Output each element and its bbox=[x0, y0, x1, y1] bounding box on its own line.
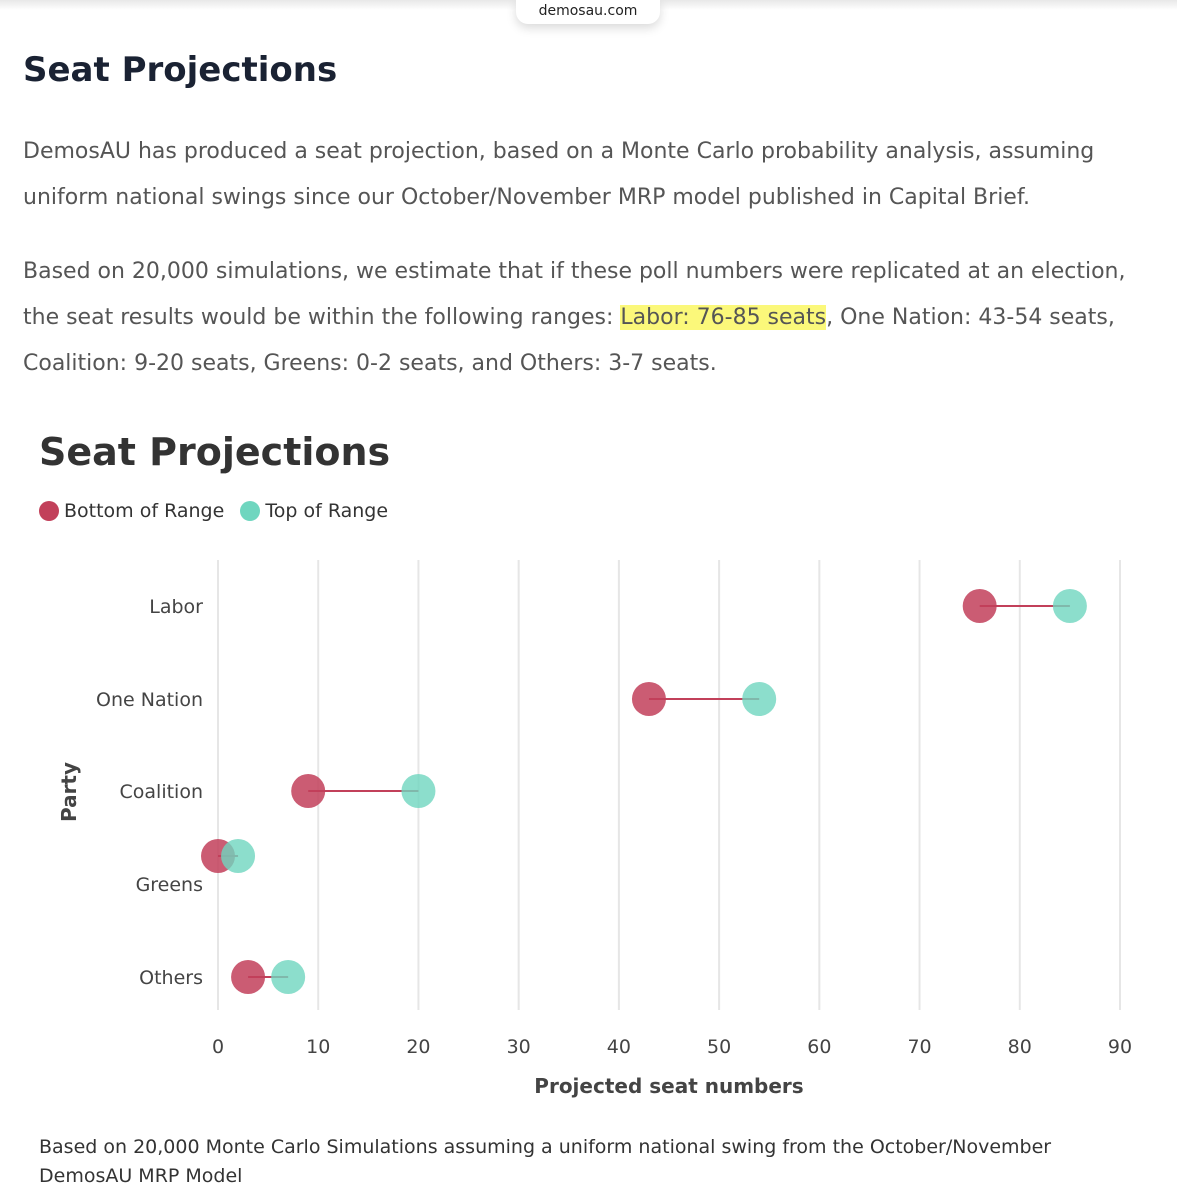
chart-caption: Based on 20,000 Monte Carlo Simulations … bbox=[39, 1136, 1052, 1187]
highlighted-text: Labor: 76-85 seats bbox=[620, 305, 827, 330]
paragraph-text: Based on 20,000 simulations, we estimate… bbox=[23, 259, 1126, 330]
x-tick-label: 0 bbox=[212, 1036, 224, 1058]
legend-item-top[interactable]: Top of Range bbox=[240, 500, 388, 522]
chart-title: Seat Projections bbox=[39, 430, 391, 474]
seat-projection-chart: 0 10 20 30 40 50 60 70 80 90 Labor One Nation Coalit… bbox=[57, 560, 1132, 1098]
x-tick-label: 70 bbox=[907, 1036, 931, 1058]
bottom-range-point bbox=[231, 960, 266, 994]
article-paragraph-2: Based on 20,000 simulations, we estimate… bbox=[23, 249, 1158, 387]
bottom-range-point bbox=[291, 774, 326, 808]
paragraph-text: , One Nation: 43-54 seats, Coalition: 9-… bbox=[23, 305, 1115, 376]
x-tick-label: 90 bbox=[1108, 1036, 1132, 1058]
top-range-point bbox=[221, 839, 256, 873]
x-tick-label: 50 bbox=[707, 1036, 731, 1058]
x-tick-label: 30 bbox=[507, 1036, 531, 1058]
x-tick-label: 40 bbox=[607, 1036, 631, 1058]
chart-legend: Bottom of Range Top of Range bbox=[39, 500, 398, 526]
top-range-point bbox=[742, 682, 777, 716]
y-tick-label: Greens bbox=[136, 874, 203, 896]
x-tick-label: 10 bbox=[306, 1036, 330, 1058]
legend-label-bottom: Bottom of Range bbox=[64, 500, 225, 522]
bottom-range-point bbox=[962, 589, 997, 623]
article-title: Seat Projections bbox=[23, 50, 338, 90]
article-paragraph-1: DemosAU has produced a seat projection, … bbox=[23, 139, 1095, 210]
bottom-range-point bbox=[631, 682, 666, 716]
x-axis-title: Projected seat numbers bbox=[534, 1074, 803, 1098]
legend-swatch-top bbox=[240, 501, 261, 521]
url-bar[interactable]: demosau.com bbox=[516, 0, 660, 24]
top-range-point bbox=[1052, 589, 1087, 623]
y-tick-label: Others bbox=[139, 967, 203, 989]
y-tick-label: Labor bbox=[149, 596, 203, 618]
y-axis-title: Party bbox=[57, 762, 81, 822]
legend-label-top: Top of Range bbox=[265, 500, 389, 522]
legend-item-bottom[interactable]: Bottom of Range bbox=[39, 500, 224, 522]
y-tick-label: One Nation bbox=[96, 689, 203, 711]
legend-swatch-bottom bbox=[39, 501, 59, 521]
top-range-point bbox=[271, 960, 306, 994]
x-tick-label: 60 bbox=[807, 1036, 831, 1058]
top-range-point bbox=[401, 774, 436, 808]
x-tick-label: 20 bbox=[406, 1036, 430, 1058]
x-tick-label: 80 bbox=[1008, 1036, 1032, 1058]
y-tick-label: Coalition bbox=[120, 781, 204, 803]
